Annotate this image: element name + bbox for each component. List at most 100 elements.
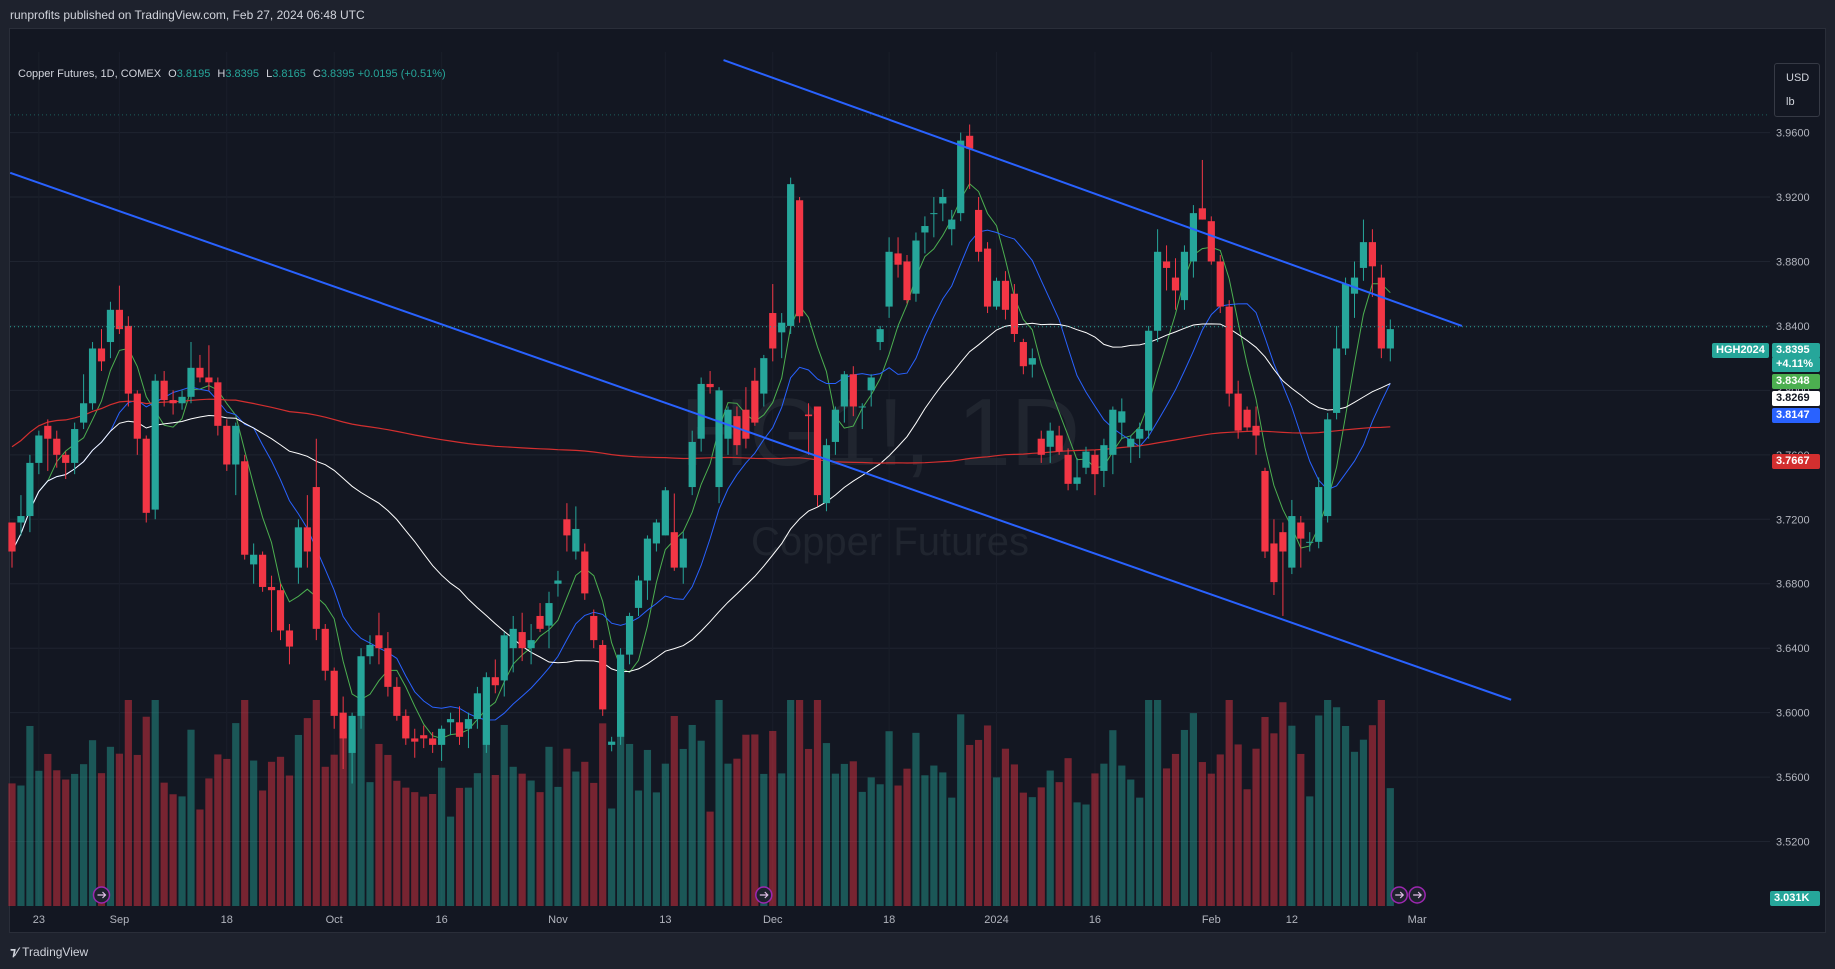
watermark-name: Copper Futures <box>751 520 1029 564</box>
volume-bar <box>1073 802 1081 906</box>
candle-body <box>688 441 696 488</box>
candle-body <box>1055 435 1063 452</box>
candle-body <box>617 654 625 737</box>
event-marker-arrow <box>97 891 107 899</box>
candle-body <box>634 580 643 608</box>
candle-body <box>44 425 52 439</box>
volume-bar <box>1350 751 1359 906</box>
volume-bar <box>339 733 347 906</box>
volume-bar <box>482 711 490 906</box>
volume-bar <box>572 771 580 906</box>
volume-bar <box>742 734 750 906</box>
candle-body <box>348 715 356 753</box>
candle-body <box>223 425 231 465</box>
volume-bar <box>903 768 911 906</box>
candle-body <box>894 253 902 265</box>
volume-bar <box>473 773 481 906</box>
volume-bar <box>1306 796 1314 906</box>
volume-bar <box>1216 754 1224 906</box>
volume-bar <box>366 782 374 906</box>
y-tick-label: 3.5200 <box>1776 837 1810 849</box>
volume-bar <box>62 779 70 906</box>
candle-body <box>500 635 508 681</box>
volume-bar <box>214 754 222 906</box>
volume-bar <box>384 754 392 906</box>
candle-body <box>1198 208 1206 220</box>
event-marker-icon[interactable] <box>92 886 111 904</box>
volume-bar <box>554 786 562 906</box>
volume-bar <box>1046 770 1054 906</box>
volume-bar <box>581 761 589 906</box>
tradingview-logo-icon: ⁊⁄ <box>10 945 19 959</box>
event-marker-icon[interactable] <box>1408 886 1426 904</box>
volume-bar <box>223 758 231 906</box>
candle-body <box>160 380 168 401</box>
candle-body <box>1162 261 1171 268</box>
volume-bar <box>1118 765 1126 906</box>
candle-body <box>554 580 562 584</box>
volume-bar <box>670 715 678 906</box>
volume-bar <box>1001 748 1010 906</box>
candle-body <box>420 735 428 739</box>
candle-body <box>625 615 634 655</box>
volume-bar <box>894 785 902 906</box>
event-marker-icon[interactable] <box>755 886 773 904</box>
candle-body <box>1270 543 1278 583</box>
candle-body <box>751 380 759 423</box>
time-axis: 23 Sep 18 Oct 16 Nov 13 Dec 18 2024 16 Feb 12 Mar <box>33 914 1427 926</box>
volume-bars <box>8 700 1394 906</box>
candle-body <box>62 454 70 463</box>
y-tick-label: 3.7200 <box>1776 514 1810 526</box>
volume-bar <box>8 783 16 906</box>
volume-bar <box>44 753 52 906</box>
candle-body <box>939 197 947 204</box>
volume-bar <box>957 714 965 906</box>
candle-body <box>429 738 437 745</box>
candle-body <box>813 406 822 496</box>
x-tick-label: Oct <box>326 914 343 926</box>
candle-body <box>1306 541 1314 543</box>
volume-bar <box>402 787 410 906</box>
volume-bar <box>1162 768 1171 906</box>
volume-bar <box>858 791 866 906</box>
change-pct-tag: +4.11% <box>1772 357 1820 372</box>
candle-body <box>849 374 857 407</box>
candle-body <box>411 738 419 742</box>
volume-bar <box>1341 725 1350 906</box>
candle-body <box>384 648 392 687</box>
candle-body <box>357 656 365 716</box>
candle-body <box>858 406 866 408</box>
x-tick-label: Nov <box>548 914 568 926</box>
tradingview-logo[interactable]: ⁊⁄ TradingView <box>10 945 88 959</box>
candle-body <box>1073 477 1081 484</box>
volume-bar <box>939 772 947 906</box>
volume-bar <box>357 711 365 906</box>
volume-tag: 3.031K <box>1770 891 1820 906</box>
volume-bar <box>1297 753 1305 906</box>
candle-body <box>670 532 678 568</box>
volume-bar <box>1127 779 1135 906</box>
currency-label[interactable]: USD <box>1786 72 1810 84</box>
x-tick-label: 16 <box>1089 914 1101 926</box>
volume-bar <box>17 785 25 906</box>
x-tick-label: 23 <box>33 914 45 926</box>
volume-bar <box>536 792 544 906</box>
volume-bar <box>652 792 660 906</box>
candle-body <box>608 741 616 745</box>
volume-bar <box>35 770 43 906</box>
currency-unit-selector[interactable]: USD lb <box>1774 63 1820 117</box>
candle-body <box>697 383 705 439</box>
unit-label[interactable]: lb <box>1786 96 1795 108</box>
event-marker-icon[interactable] <box>1390 886 1408 904</box>
volume-bar <box>420 796 428 906</box>
candle-body <box>885 251 893 307</box>
y-tick-label: 3.9200 <box>1776 192 1810 204</box>
candle-body <box>1154 251 1162 331</box>
candle-body <box>1064 454 1072 484</box>
publisher-bar: runprofits published on TradingView.com,… <box>0 0 1835 28</box>
candle-body <box>1118 411 1126 423</box>
volume-bar <box>1377 700 1385 906</box>
candle-body <box>402 715 410 739</box>
volume-bar <box>500 724 508 906</box>
